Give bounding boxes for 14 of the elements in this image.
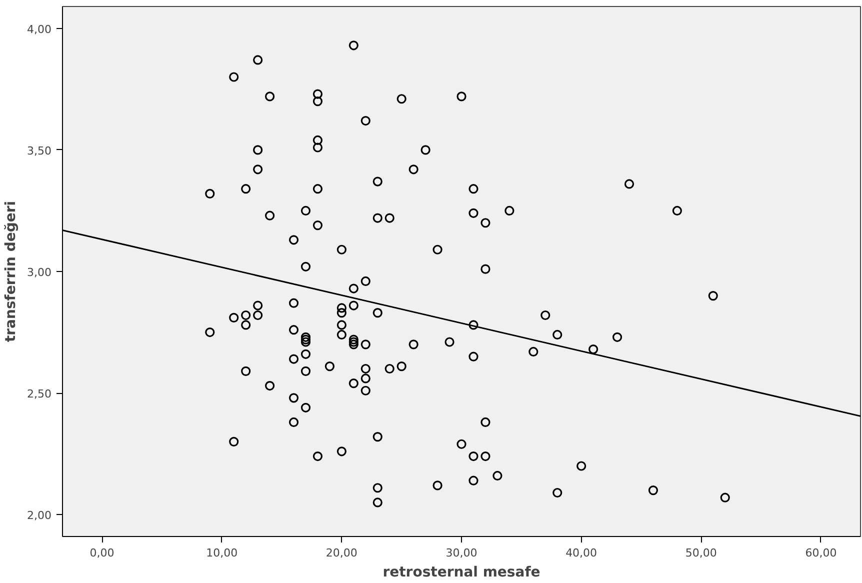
x-tick-label: 40,00 bbox=[566, 546, 598, 560]
y-axis-title: transferrin değeri bbox=[3, 200, 20, 342]
x-tick-label: 60,00 bbox=[805, 546, 837, 560]
x-tick-label: 30,00 bbox=[446, 546, 478, 560]
x-tick-label: 0,00 bbox=[90, 546, 114, 560]
y-tick-label: 3,50 bbox=[27, 144, 52, 158]
y-tick-label: 4,00 bbox=[27, 22, 52, 36]
y-tick-label: 2,50 bbox=[27, 388, 52, 401]
x-tick-label: 50,00 bbox=[685, 546, 717, 560]
y-tick-label: 2,00 bbox=[27, 509, 52, 522]
x-tick-label: 10,00 bbox=[206, 546, 238, 560]
x-tick-label: 20,00 bbox=[326, 546, 358, 560]
x-axis-title: retrosternal mesafe bbox=[382, 564, 540, 580]
y-tick-label: 3,00 bbox=[27, 266, 52, 279]
